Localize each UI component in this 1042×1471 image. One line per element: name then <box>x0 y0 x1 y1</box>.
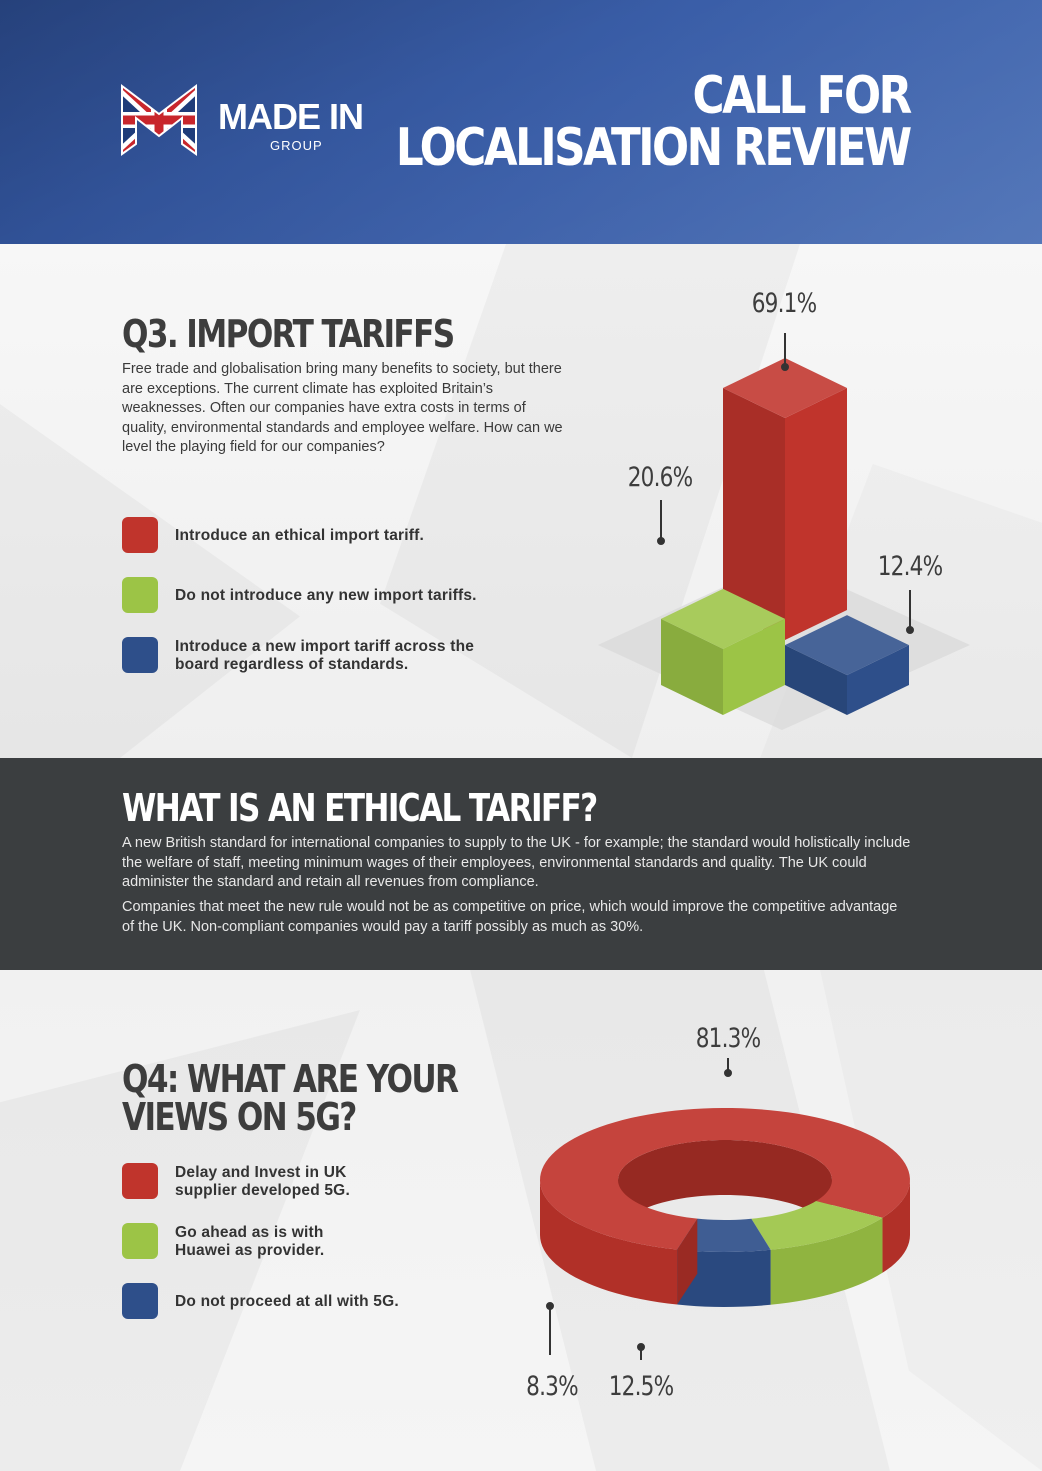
q3-title: Q3. IMPORT TARIFFS <box>122 312 455 356</box>
page-title: CALL FOR LOCALISATION REVIEW <box>396 66 913 178</box>
q3-value-label-red: 69.1% <box>751 288 817 319</box>
ethical-paragraph-2: Companies that meet the new rule would n… <box>122 899 898 935</box>
q3-legend-label: Introduce a new import tariff across the… <box>175 638 475 673</box>
bar-left-face <box>723 388 785 640</box>
q4-value-label-green: 12.5% <box>608 1371 674 1402</box>
bar-2 <box>661 588 785 715</box>
title-line-1: CALL FOR <box>692 66 913 126</box>
title-line-2: LOCALISATION REVIEW <box>396 118 912 178</box>
q3-swatch-red <box>122 517 158 553</box>
bar-left-face <box>785 645 847 715</box>
q3-bar-chart <box>598 333 970 730</box>
ethical-tariff-section: WHAT IS AN ETHICAL TARIFF? A new British… <box>0 758 1042 970</box>
q4-value-label-red: 81.3% <box>695 1023 761 1054</box>
bar-1 <box>723 358 847 640</box>
q4-legend-label: Do not proceed at all with 5G. <box>175 1293 399 1310</box>
q3-value-label-green: 20.6% <box>627 462 693 493</box>
q3-legend-item-across-board: Introduce a new import tariff across the… <box>122 637 542 673</box>
q4-legend-item-delay: Delay and Invest in UK supplier develope… <box>122 1163 542 1199</box>
donut-outer-wall <box>770 1217 883 1305</box>
q4-legend-item-huawei: Go ahead as is with Huawei as provider. <box>122 1223 542 1259</box>
q3-legend-label: Do not introduce any new import tariffs. <box>175 587 477 604</box>
q3-swatch-green <box>122 577 158 613</box>
bar-top-face <box>723 358 847 418</box>
q4-legend-label: Go ahead as is with Huawei as provider. <box>175 1224 325 1259</box>
donut-slice-top-3 <box>677 1218 771 1252</box>
donut-outer-wall <box>882 1180 910 1273</box>
q3-leader-lines <box>657 333 914 634</box>
bar-left-face <box>661 618 723 715</box>
q3-legend-item-ethical: Introduce an ethical import tariff. <box>122 517 542 553</box>
ethical-title: WHAT IS AN ETHICAL TARIFF? <box>122 786 598 830</box>
q4-title-line-1: Q4: WHAT ARE YOUR <box>122 1057 459 1101</box>
donut-slice-top-2 <box>751 1200 883 1250</box>
donut-slice-top-1 <box>540 1108 910 1250</box>
bar-top-face <box>785 615 909 676</box>
ethical-paragraph-1: A new British standard for international… <box>122 835 911 890</box>
logo-subtext: GROUP <box>270 138 323 153</box>
donut-inner-wall <box>618 1140 832 1235</box>
logo-text: MADE IN <box>218 96 364 137</box>
union-jack-m-logo-icon <box>121 84 197 156</box>
donut-outer-wall <box>540 1180 678 1305</box>
bar-right-face <box>847 645 909 715</box>
q3-legend-item-no-tariff: Do not introduce any new import tariffs. <box>122 577 542 613</box>
q4-swatch-green <box>122 1223 158 1259</box>
bar-top-face <box>661 588 785 649</box>
q3-value-label-blue: 12.4% <box>877 551 943 582</box>
q4-leader-lines <box>546 1058 732 1360</box>
q4-value-label-blue: 8.3% <box>526 1371 578 1402</box>
bar-right-face <box>723 618 785 715</box>
q3-legend-label: Introduce an ethical import tariff. <box>175 527 424 544</box>
header-banner: MADE IN GROUP CALL FOR LOCALISATION REVI… <box>0 0 1042 244</box>
q3-swatch-blue <box>122 637 158 673</box>
donut-cut-face <box>677 1218 698 1305</box>
q4-title: Q4: WHAT ARE YOUR VIEWS ON 5G? <box>122 1057 459 1139</box>
bar-right-face <box>785 388 847 640</box>
q4-swatch-blue <box>122 1283 158 1319</box>
logo: MADE IN GROUP <box>120 84 390 156</box>
q4-legend-label: Delay and Invest in UK supplier develope… <box>175 1164 350 1199</box>
donut-outer-wall <box>677 1249 771 1307</box>
q4-section: Q4: WHAT ARE YOUR VIEWS ON 5G? Delay and… <box>0 970 1042 1471</box>
q4-legend-item-no-5g: Do not proceed at all with 5G. <box>122 1283 542 1319</box>
q4-swatch-red <box>122 1163 158 1199</box>
q3-description: Free trade and globalisation bring many … <box>122 361 563 455</box>
bar-3 <box>785 615 909 715</box>
q4-title-line-2: VIEWS ON 5G? <box>122 1095 357 1139</box>
